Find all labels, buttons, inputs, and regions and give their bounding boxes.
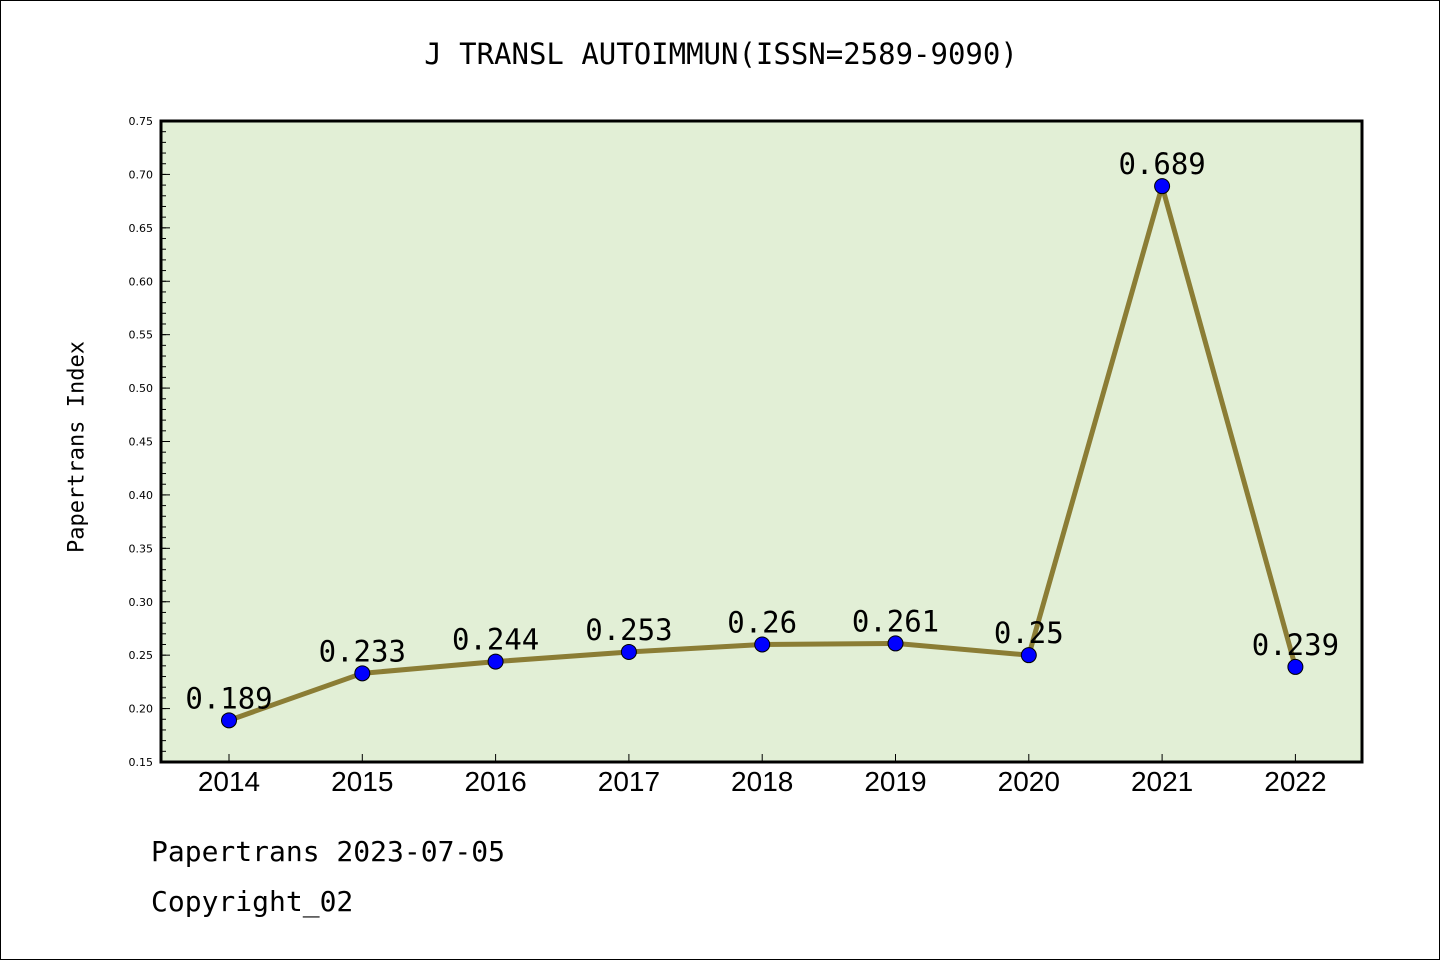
y-tick-label: 0.25: [129, 649, 154, 662]
data-point: [887, 635, 904, 652]
y-tick-label: 0.45: [129, 436, 154, 449]
y-tick-label: 0.50: [129, 382, 154, 395]
y-tick-label: 0.15: [129, 756, 154, 769]
data-label: 0.189: [185, 681, 272, 715]
data-point: [1020, 647, 1037, 664]
x-tick-label: 2014: [198, 766, 260, 797]
data-point: [1154, 178, 1171, 195]
data-point: [487, 653, 504, 670]
data-label: 0.689: [1118, 147, 1205, 181]
footer-date: Papertrans 2023-07-05: [151, 835, 506, 868]
data-label: 0.261: [852, 604, 939, 638]
data-label: 0.25: [994, 616, 1064, 650]
data-point: [620, 643, 637, 660]
x-tick-label: 2018: [731, 766, 793, 797]
data-label: 0.239: [1252, 628, 1339, 662]
y-tick-label: 0.20: [129, 703, 154, 716]
y-tick-label: 0.65: [129, 222, 154, 235]
plot-area: [161, 121, 1362, 762]
y-tick-label: 0.55: [129, 329, 154, 342]
data-point: [354, 665, 371, 682]
data-point: [221, 712, 237, 729]
y-tick-label: 0.30: [129, 596, 154, 609]
data-label: 0.244: [452, 623, 539, 657]
y-tick-label: 0.75: [129, 115, 154, 128]
chart-title: J TRANSL AUTOIMMUN(ISSN=2589-9090): [424, 37, 1018, 71]
x-tick-label: 2017: [598, 766, 660, 797]
y-tick-label: 0.60: [129, 275, 154, 288]
x-tick-label: 2019: [864, 766, 926, 797]
plot-frame: [159, 119, 1364, 764]
x-tick-label: 2022: [1264, 766, 1326, 797]
y-tick-label: 0.35: [129, 542, 154, 555]
data-point: [754, 636, 771, 653]
y-tick-label: 0.40: [129, 489, 154, 502]
data-point: [1287, 658, 1304, 675]
x-tick-label: 2021: [1131, 766, 1193, 797]
data-label: 0.253: [585, 613, 672, 647]
y-tick-label: 0.70: [129, 168, 154, 181]
data-label: 0.26: [727, 605, 797, 639]
footer-copyright: Copyright_02: [151, 885, 354, 918]
data-label: 0.233: [319, 634, 406, 668]
x-tick-label: 2015: [331, 766, 393, 797]
x-tick-label: 2020: [998, 766, 1060, 797]
x-tick-label: 2016: [464, 766, 526, 797]
